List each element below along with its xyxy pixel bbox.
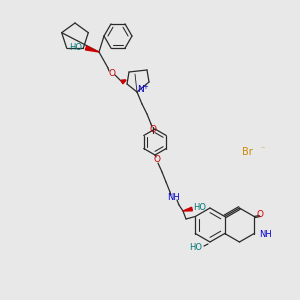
Polygon shape (85, 46, 99, 52)
Text: NH: NH (259, 230, 272, 239)
Text: Br: Br (242, 147, 253, 157)
Text: HO: HO (193, 203, 206, 212)
Polygon shape (183, 207, 192, 211)
Text: O: O (154, 155, 160, 164)
Text: ⁻: ⁻ (260, 145, 264, 154)
Text: HO: HO (189, 242, 202, 251)
Text: O: O (149, 125, 157, 134)
Text: HO: HO (69, 44, 82, 52)
Text: O: O (109, 68, 116, 77)
Polygon shape (121, 80, 126, 84)
Text: O: O (257, 210, 264, 219)
Text: N: N (136, 85, 143, 94)
Text: +: + (142, 84, 148, 90)
Text: NH: NH (168, 194, 180, 202)
